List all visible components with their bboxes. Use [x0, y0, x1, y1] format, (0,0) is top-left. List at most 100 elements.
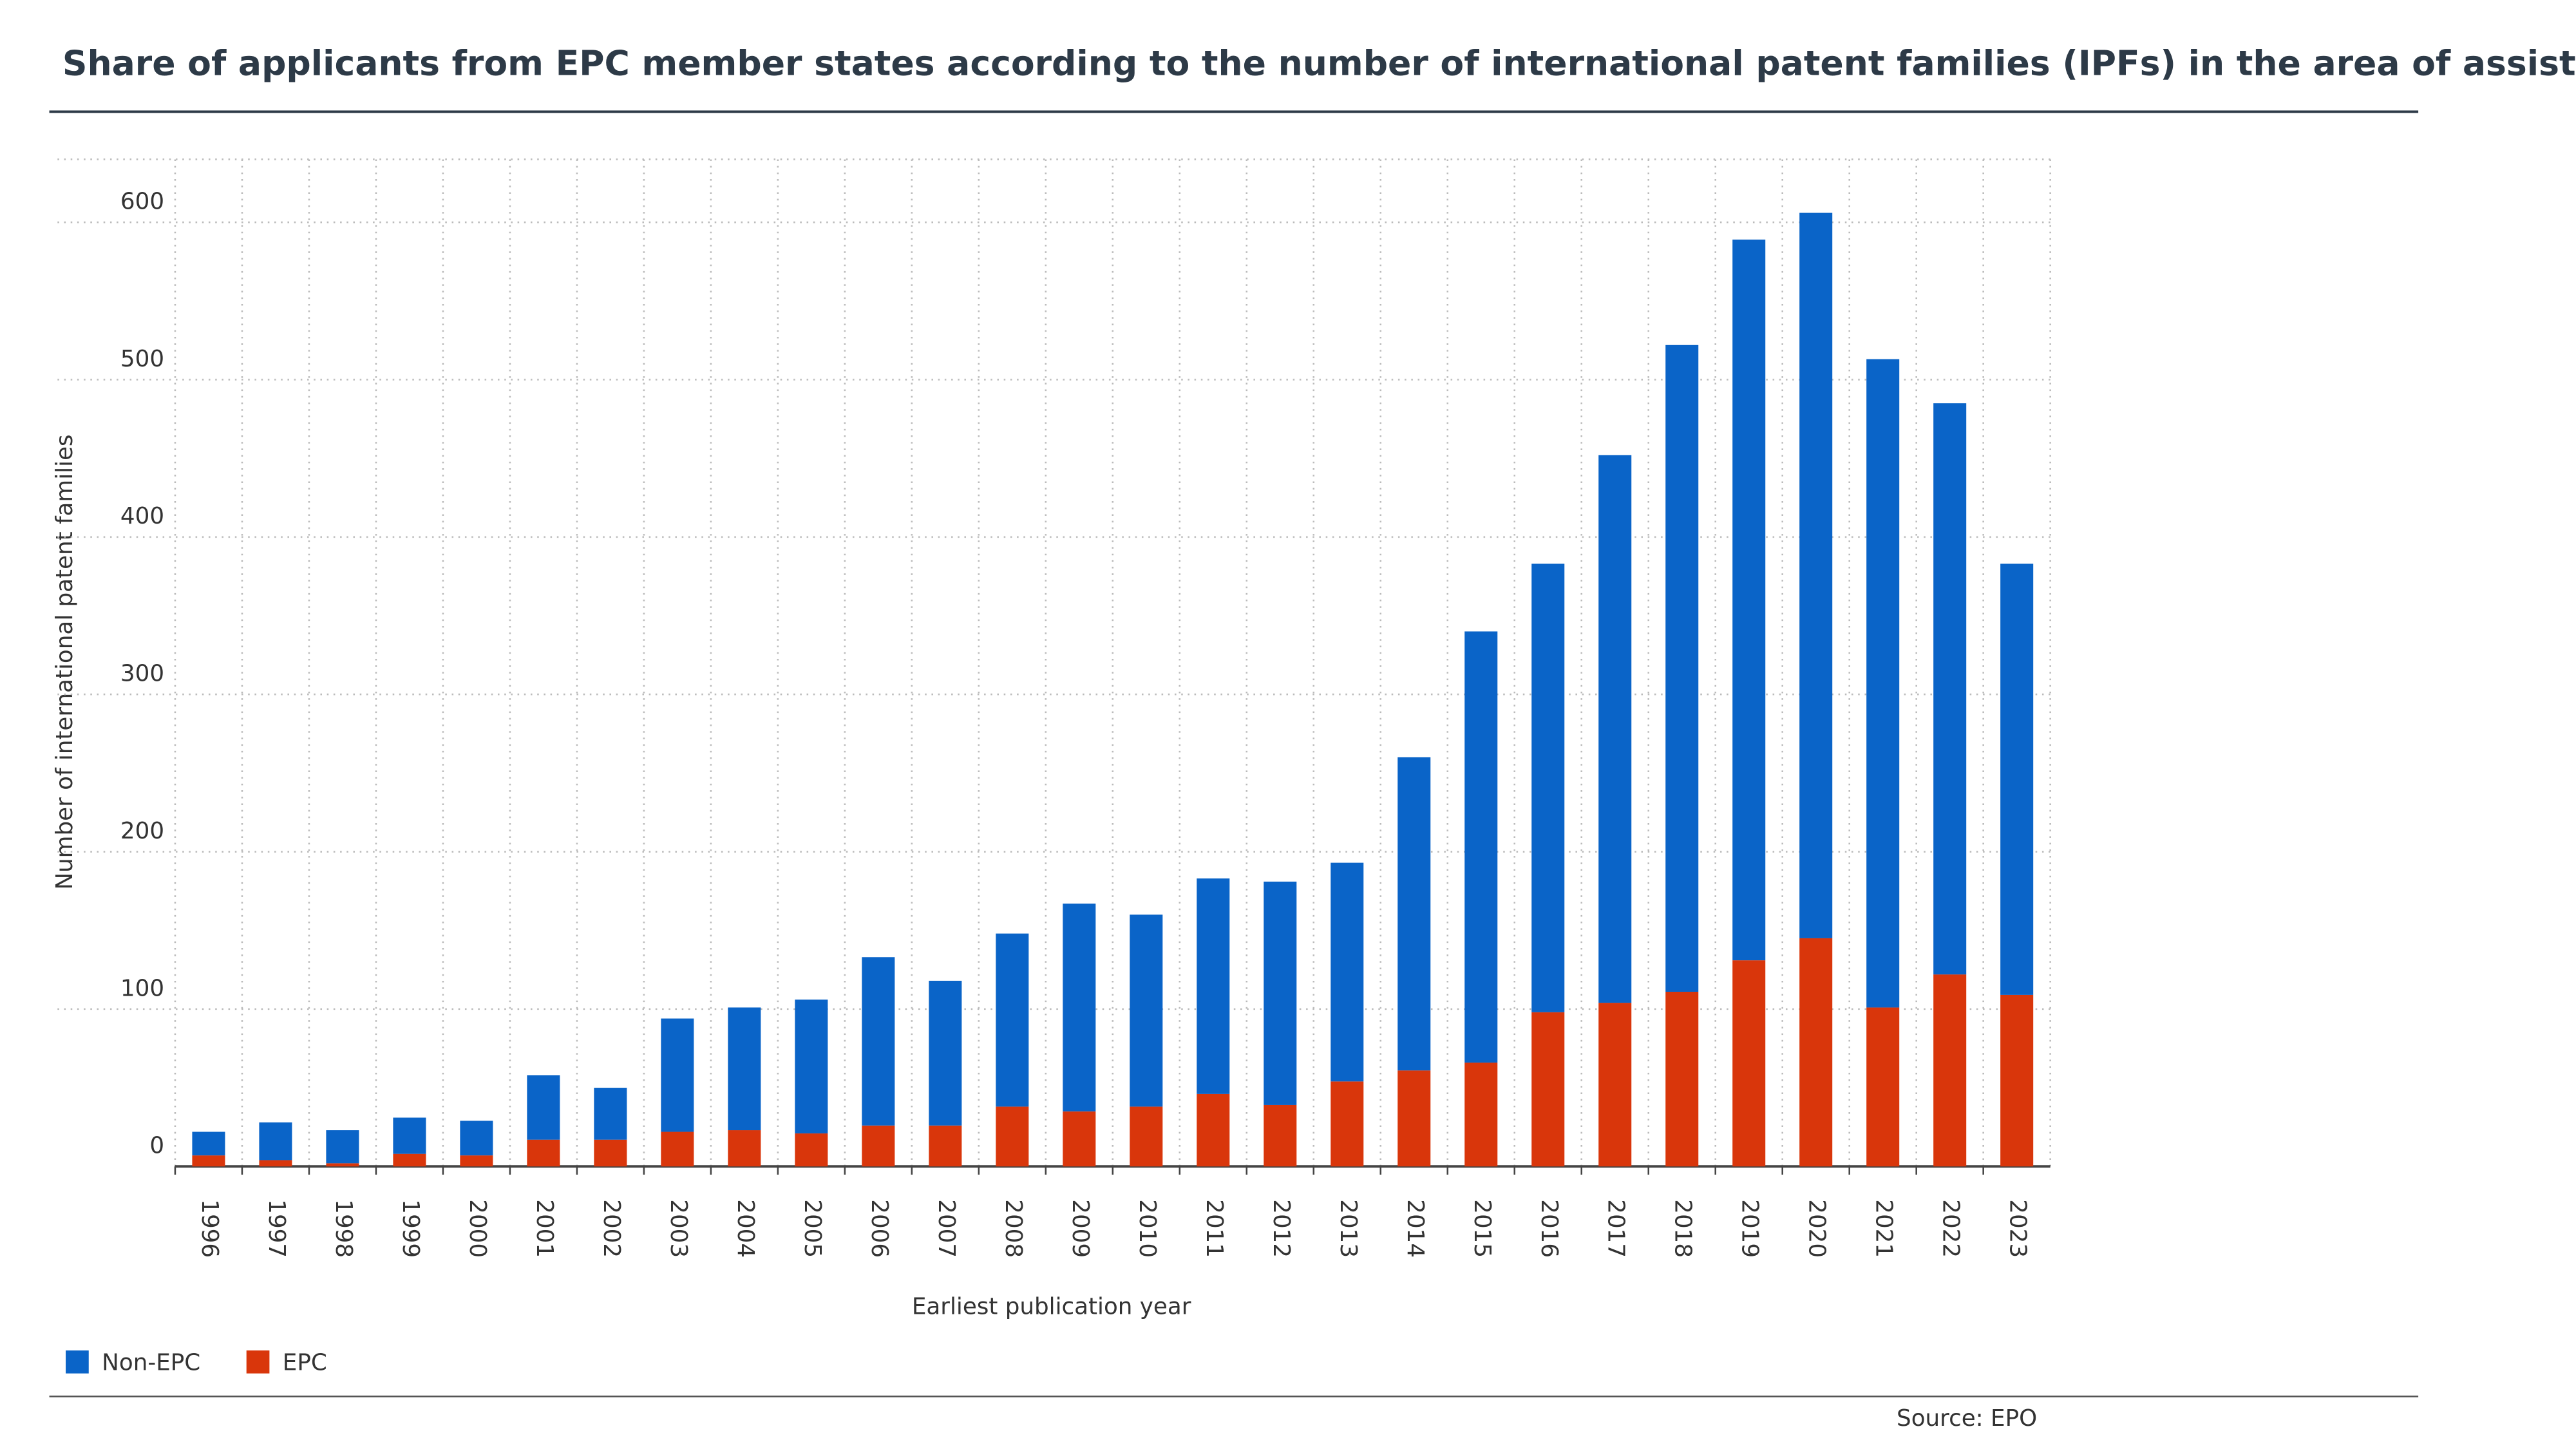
x-tick-label: 2022	[1938, 1199, 1964, 1258]
y-tick-label: 200	[120, 818, 164, 844]
x-tick-label: 2008	[1000, 1199, 1027, 1258]
bar-segment	[929, 1126, 961, 1167]
bar-segment	[1531, 1012, 1564, 1166]
x-tick-label: 2004	[732, 1199, 759, 1258]
bar-segment	[1933, 403, 1966, 974]
bar-segment	[862, 1126, 895, 1167]
bar-segment	[1331, 863, 1363, 1082]
x-tick-label: 2014	[1402, 1199, 1428, 1258]
bar-segment	[1063, 904, 1095, 1112]
x-tick-label: 2019	[1737, 1199, 1763, 1258]
bar-segment	[1397, 757, 1430, 1070]
x-tick-label: 1997	[263, 1199, 290, 1258]
bar-segment	[460, 1155, 493, 1166]
bar-segment	[996, 934, 1028, 1107]
y-axis-label: Number of international patent families	[52, 434, 78, 889]
bar-segment	[1598, 1003, 1631, 1166]
bar-segment	[594, 1088, 627, 1140]
x-tick-label: 2012	[1268, 1199, 1294, 1258]
x-tick-label: 1996	[196, 1199, 223, 1258]
bar-segment	[728, 1130, 761, 1166]
bar-segment	[2000, 995, 2033, 1166]
x-tick-label: 1999	[397, 1199, 424, 1258]
x-tick-label: 2023	[2005, 1199, 2031, 1258]
source: Source: EPO	[1897, 1405, 2037, 1432]
legend-label: EPC	[283, 1349, 327, 1376]
x-tick-label: 2010	[1134, 1199, 1160, 1258]
bar-segment	[1063, 1112, 1095, 1167]
bar-segment	[1464, 1063, 1497, 1166]
bar-segment	[996, 1106, 1028, 1166]
bar-segment	[1799, 213, 1832, 938]
bar-segment	[1665, 992, 1698, 1166]
bar-segment	[1130, 1106, 1162, 1166]
x-tick-label: 2001	[531, 1199, 558, 1258]
legend-swatch	[247, 1350, 270, 1374]
bar-segment	[929, 981, 961, 1126]
bar-segment	[795, 999, 828, 1133]
bar-segment	[1464, 631, 1497, 1062]
bar-segment	[862, 957, 895, 1125]
y-tick-label: 100	[120, 975, 164, 1001]
bar-segment	[1397, 1070, 1430, 1166]
x-tick-label: 2006	[866, 1199, 893, 1258]
bar-segment	[192, 1132, 225, 1155]
x-tick-label: 2003	[665, 1199, 692, 1258]
x-tick-label: 2011	[1201, 1199, 1227, 1258]
y-tick-label: 500	[120, 346, 164, 372]
bar-segment	[661, 1019, 694, 1132]
x-tick-label: 2021	[1871, 1199, 1897, 1258]
x-tick-label: 2005	[799, 1199, 826, 1258]
bar-segment	[728, 1007, 761, 1130]
bar-segment	[393, 1117, 426, 1153]
x-tick-label: 2000	[464, 1199, 491, 1258]
x-tick-label: 2013	[1335, 1199, 1361, 1258]
bar-segment	[1866, 359, 1899, 1008]
x-tick-label: 2020	[1804, 1199, 1830, 1258]
x-tick-label: 2002	[598, 1199, 625, 1258]
bar-segment	[1197, 878, 1229, 1094]
bar-segment	[795, 1133, 828, 1166]
x-axis-label: Earliest publication year	[912, 1294, 1191, 1320]
y-tick-label: 400	[120, 503, 164, 529]
bar-segment	[527, 1075, 560, 1140]
bar-segment	[460, 1121, 493, 1155]
bar-segment	[1264, 882, 1296, 1105]
bar-segment	[393, 1154, 426, 1167]
x-tick-label: 2017	[1603, 1199, 1629, 1258]
x-tick-label: 2016	[1536, 1199, 1562, 1258]
bar-segment	[1264, 1105, 1296, 1166]
bar-segment	[1866, 1007, 1899, 1166]
x-tick-label: 2015	[1469, 1199, 1495, 1258]
bar-segment	[1598, 455, 1631, 1003]
bar-segment	[326, 1130, 359, 1163]
bar-segment	[1331, 1081, 1363, 1166]
bar-segment	[1531, 564, 1564, 1012]
bar-segment	[1732, 240, 1765, 960]
bar-segment	[1665, 345, 1698, 992]
legend-swatch	[66, 1350, 89, 1374]
bar-segment	[527, 1140, 560, 1167]
legend-label: Non-EPC	[102, 1349, 200, 1376]
y-tick-label: 300	[120, 661, 164, 687]
x-tick-label: 2009	[1067, 1199, 1094, 1258]
bar-segment	[1933, 974, 1966, 1166]
bar-segment	[192, 1155, 225, 1166]
bar-segment	[259, 1122, 292, 1160]
chart-title: Share of applicants from EPC member stat…	[62, 43, 2576, 84]
bar-segment	[594, 1140, 627, 1167]
x-tick-label: 1998	[330, 1199, 357, 1258]
bar-segment	[661, 1132, 694, 1166]
bar-segment	[259, 1160, 292, 1166]
bar-segment	[1732, 960, 1765, 1166]
bar-segment	[2000, 564, 2033, 994]
bar-segment	[1130, 914, 1162, 1106]
y-tick-label: 600	[120, 189, 164, 215]
bar-segment	[326, 1163, 359, 1166]
x-tick-label: 2007	[933, 1199, 960, 1258]
y-tick-label: 0	[149, 1133, 164, 1159]
bar-segment	[1197, 1094, 1229, 1166]
x-tick-label: 2018	[1670, 1199, 1696, 1258]
bar-segment	[1799, 938, 1832, 1166]
